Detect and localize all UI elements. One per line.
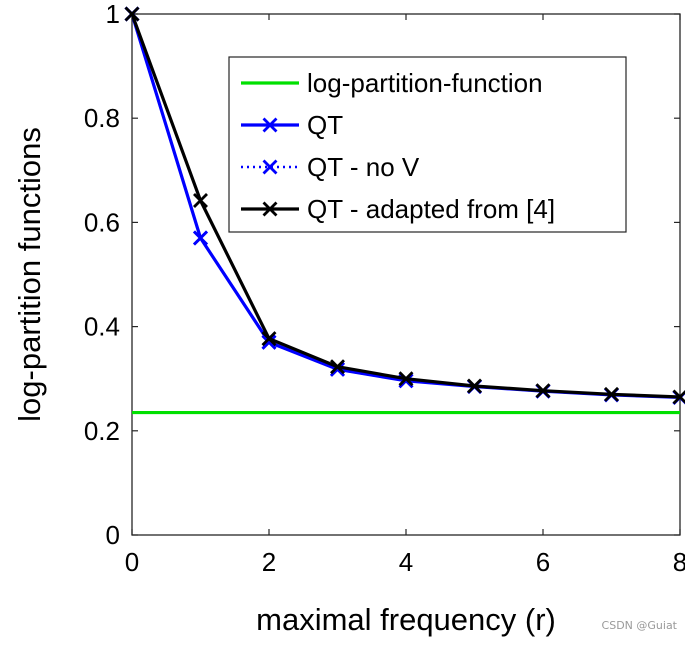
watermark-text: CSDN @Guiat xyxy=(602,619,677,632)
y-tick-label-0.8: 0.8 xyxy=(84,103,120,133)
y-tick-label-0.6: 0.6 xyxy=(84,207,120,237)
y-tick-label-0: 0 xyxy=(106,520,120,550)
y-tick-label-1: 1 xyxy=(106,0,120,29)
x-tick-label-8: 8 xyxy=(673,547,685,577)
legend-label-qt-no-v: QT - no V xyxy=(307,152,420,182)
legend-label-qt: QT xyxy=(307,110,343,140)
x-axis-label: maximal frequency (r) xyxy=(256,602,556,637)
x-tick-label-4: 4 xyxy=(399,547,413,577)
y-axis-label: log-partition functions xyxy=(12,127,47,422)
legend-label-log-partition-function: log-partition-function xyxy=(307,68,543,98)
y-tick-label-0.2: 0.2 xyxy=(84,416,120,446)
x-tick-label-6: 6 xyxy=(536,547,550,577)
y-tick-label-0.4: 0.4 xyxy=(84,312,120,342)
legend-label-qt-adapted-from-4: QT - adapted from [4] xyxy=(307,194,555,224)
x-tick-label-2: 2 xyxy=(262,547,276,577)
x-tick-label-0: 0 xyxy=(125,547,139,577)
